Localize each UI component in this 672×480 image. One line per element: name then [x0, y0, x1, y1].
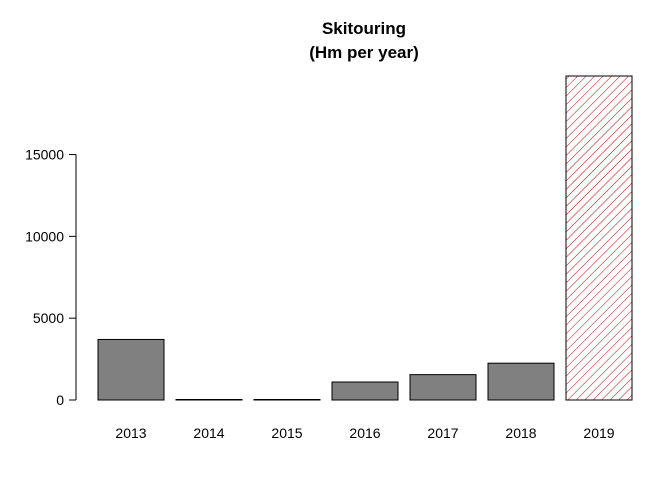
bar-2015: [253, 399, 321, 401]
bar-2017: [409, 374, 477, 401]
x-tick-labels: 2013 2014 2015 2016 2017 2018 2019: [115, 425, 614, 441]
x-tick-label-2014: 2014: [193, 425, 224, 441]
x-tick-label-2019: 2019: [583, 425, 614, 441]
bar-2014: [175, 399, 243, 401]
y-tick-label: 10000: [25, 228, 64, 244]
y-tick-label: 0: [56, 392, 64, 408]
y-tick-label: 5000: [33, 310, 64, 326]
x-tick-label-2017: 2017: [427, 425, 458, 441]
chart-subtitle: (Hm per year): [309, 43, 419, 62]
bars: [97, 75, 633, 401]
bar-2019: [565, 75, 633, 401]
x-tick-label-2018: 2018: [505, 425, 536, 441]
x-tick-label-2015: 2015: [271, 425, 302, 441]
x-tick-label-2016: 2016: [349, 425, 380, 441]
y-tick-label: 15000: [25, 147, 64, 163]
bar-2013: [97, 338, 165, 401]
y-axis: 0 5000 10000 15000: [25, 147, 77, 408]
x-tick-label-2013: 2013: [115, 425, 146, 441]
chart-title: Skitouring: [322, 19, 406, 38]
bar-2018: [487, 362, 555, 401]
bar-2016: [331, 381, 399, 401]
